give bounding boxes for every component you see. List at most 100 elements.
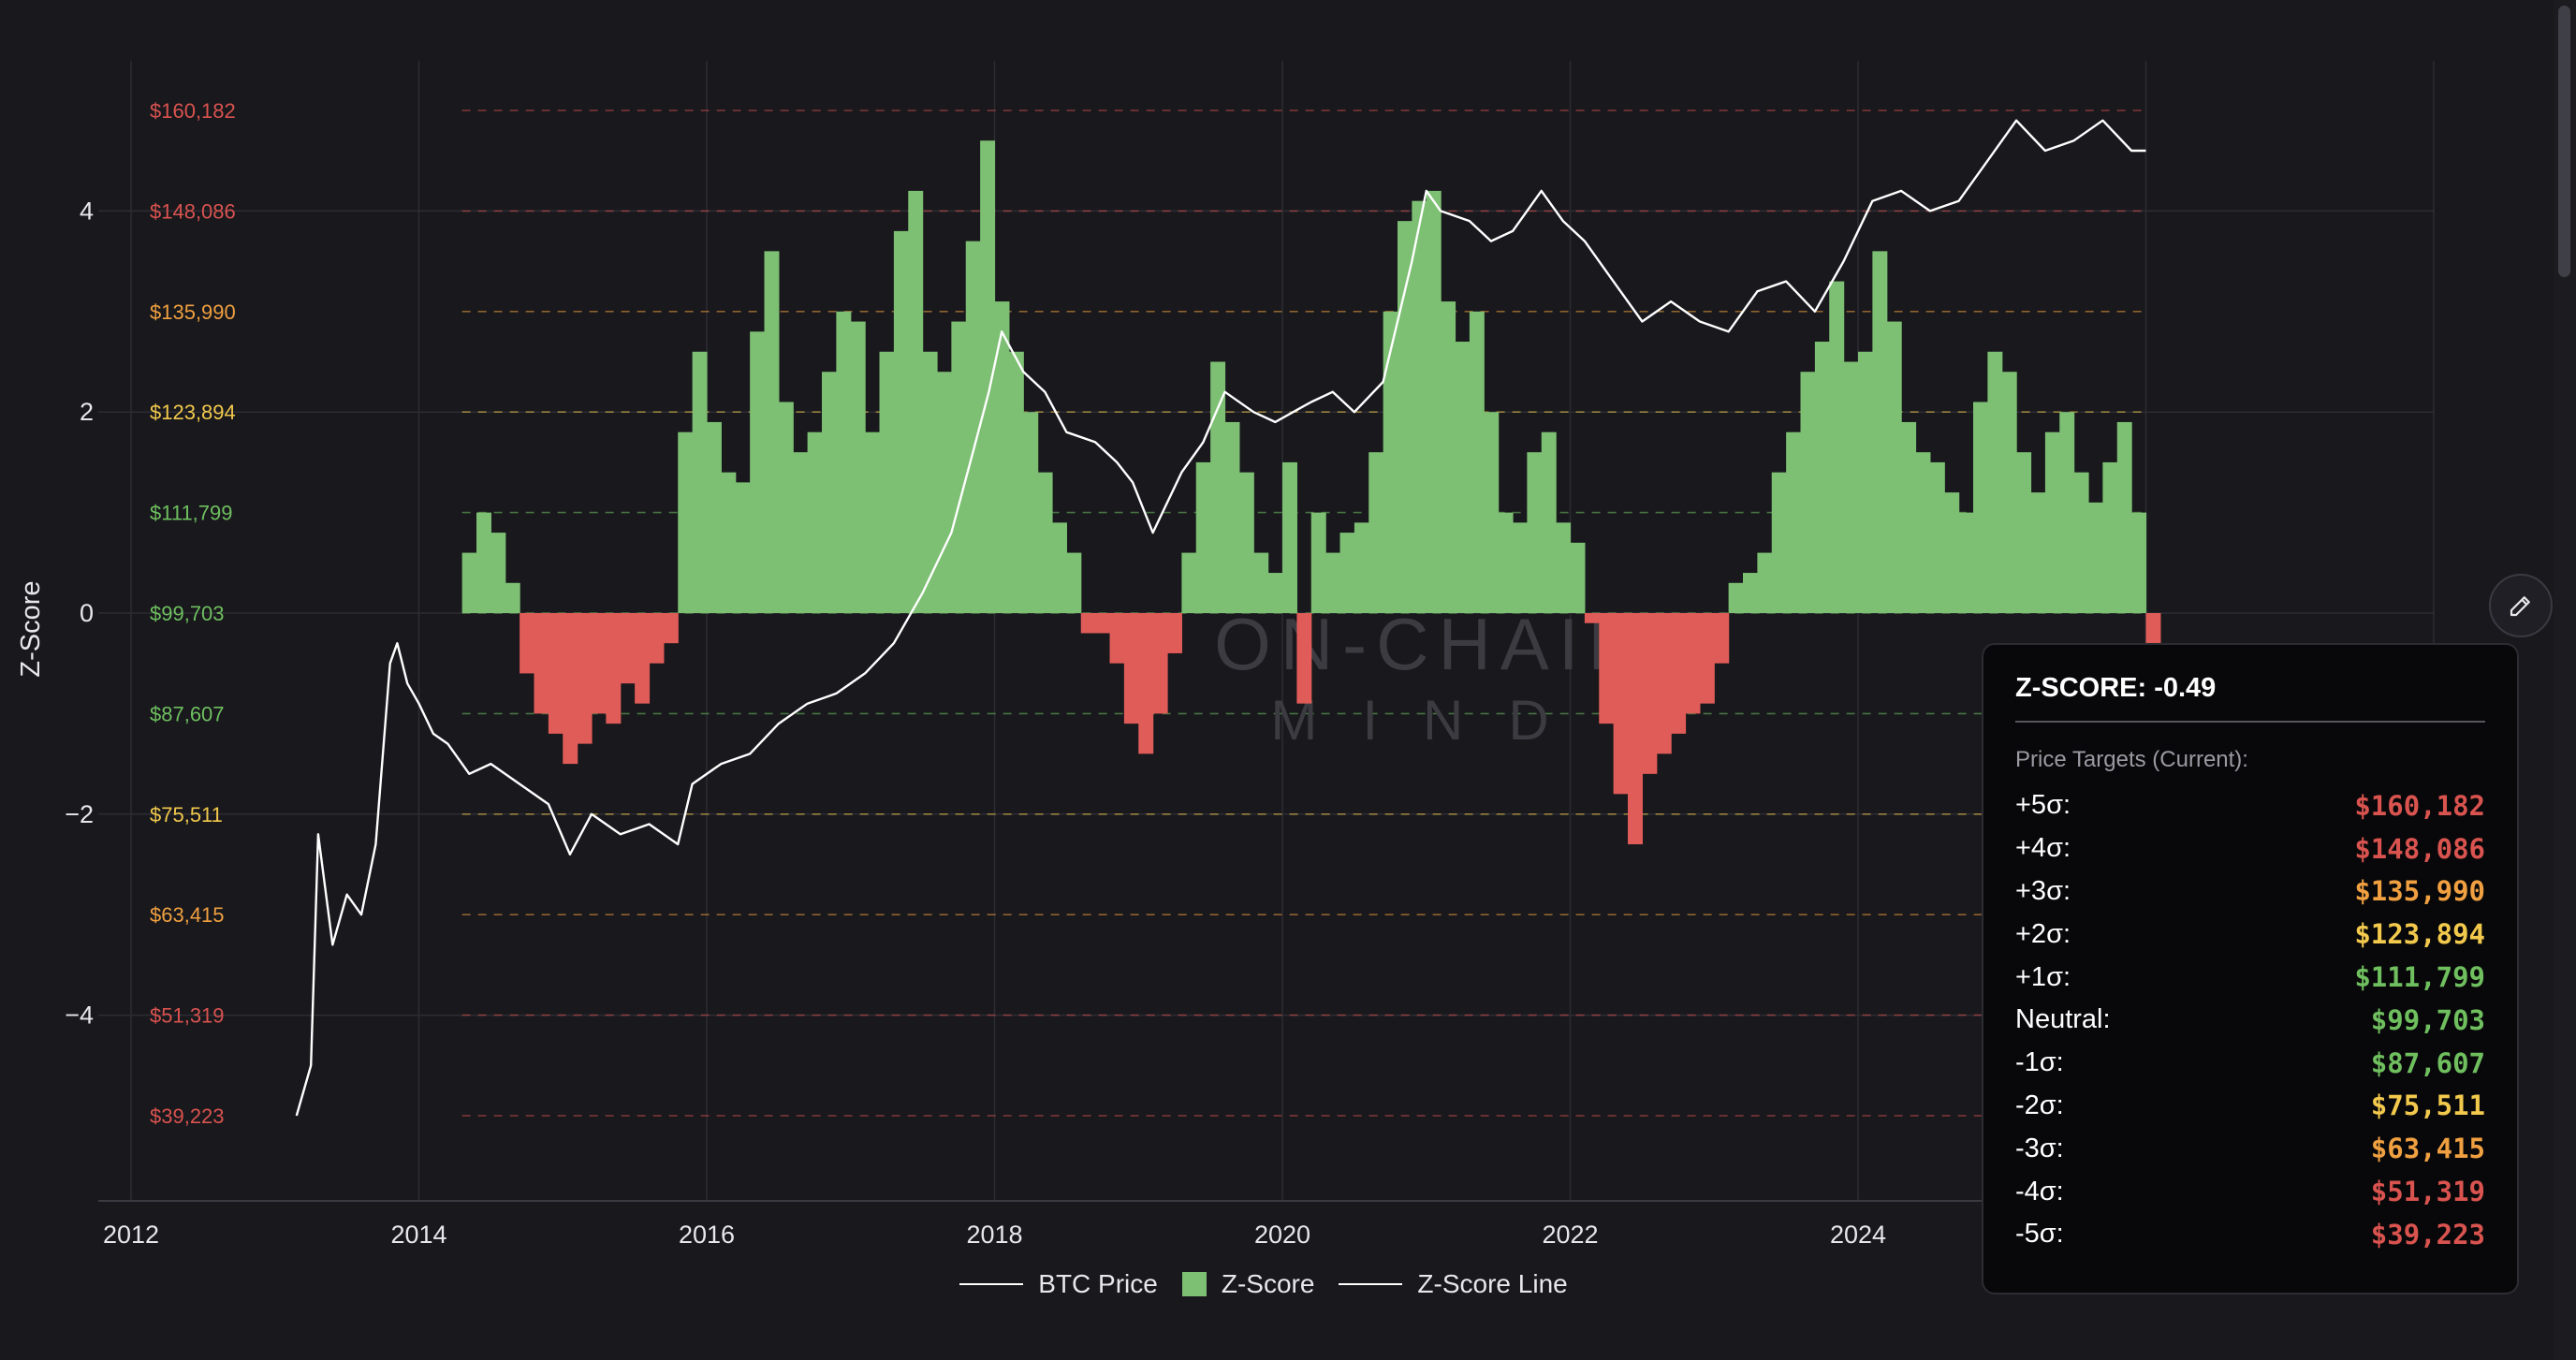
tooltip-row-label: -1σ: — [2015, 1047, 2064, 1078]
zscore-bar — [1267, 573, 1283, 613]
zscore-bar — [1901, 421, 1917, 613]
zscore-bar — [1296, 613, 1312, 704]
tooltip-row-value: $51,319 — [2370, 1176, 2485, 1208]
zscore-bar — [1181, 552, 1197, 613]
zscore-bar — [2102, 461, 2118, 613]
zscore-bar — [1152, 613, 1168, 714]
zscore-bar — [1484, 412, 1500, 613]
tooltip-row-label: +5σ: — [2015, 790, 2071, 821]
zscore-bar — [994, 301, 1010, 613]
zscore-bar — [1037, 472, 1053, 613]
zscore-bar — [764, 251, 780, 613]
y-tick-label: −4 — [65, 1002, 94, 1030]
zscore-bar — [980, 140, 996, 613]
zscore-bar — [793, 452, 809, 613]
zscore-bar — [1167, 613, 1182, 653]
zscore-bar — [2131, 512, 2147, 613]
zscore-bar — [1757, 552, 1773, 613]
zscore-bar — [1642, 613, 1658, 774]
zscore-bar — [850, 321, 866, 613]
tooltip-row-label: -2σ: — [2015, 1089, 2064, 1120]
zscore-bar — [1095, 613, 1111, 634]
zscore-bar — [1656, 613, 1672, 754]
y-axis-title: Z-Score — [16, 580, 46, 677]
zscore-bar — [649, 613, 665, 664]
zscore-bar — [1671, 613, 1687, 734]
zscore-bar — [1973, 402, 1988, 613]
btc-price-path — [295, 119, 2146, 1117]
zscore-bar — [965, 241, 981, 613]
zscore-bar — [951, 321, 967, 613]
zscore-bar — [1052, 522, 1067, 613]
zscore-bar — [1915, 452, 1931, 613]
tooltip-title: Z-SCORE: -0.49 — [2015, 673, 2485, 723]
zscore-bar — [1123, 613, 1139, 724]
zscore-bar — [1469, 311, 1485, 613]
zscore-bar — [678, 431, 694, 613]
sigma-level-label: $99,703 — [150, 602, 225, 625]
tooltip-row: +1σ: $111,799 — [2015, 956, 2485, 999]
x-tick-label: 2020 — [1254, 1221, 1310, 1249]
legend-label: BTC Price — [1038, 1269, 1158, 1298]
zscore-bar — [1987, 351, 2003, 613]
zscore-bar — [1786, 431, 1802, 613]
sigma-level-label: $75,511 — [150, 803, 223, 826]
tooltip-row: +5σ: $160,182 — [2015, 784, 2485, 827]
zscore-bar — [1886, 321, 1902, 613]
tooltip-row-value: $135,990 — [2354, 875, 2485, 908]
zscore-bar — [1513, 522, 1528, 613]
zscore-bar — [2030, 492, 2046, 613]
chart-legend: BTC Price Z-Score Z-Score Line — [0, 1265, 2527, 1303]
sigma-level-label: $148,086 — [150, 199, 236, 223]
zscore-bar — [1339, 533, 1355, 613]
scrollbar-thumb[interactable] — [2558, 6, 2570, 277]
zscore-bar — [1714, 613, 1730, 664]
zscore-bar — [1628, 613, 1643, 845]
pencil-icon — [2510, 596, 2530, 617]
zscore-bar — [2044, 431, 2060, 613]
zscore-bar — [663, 613, 679, 644]
tooltip-row: -3σ: $63,415 — [2015, 1127, 2485, 1170]
tooltip-row: -1σ: $87,607 — [2015, 1042, 2485, 1085]
zscore-bar — [606, 613, 622, 724]
edit-button[interactable] — [2489, 574, 2553, 637]
zscore-bar — [707, 421, 722, 613]
zscore-bar — [1944, 492, 1960, 613]
zscore-bar — [922, 351, 938, 613]
zscore-bar — [1958, 512, 1974, 613]
zscore-bar — [2059, 412, 2075, 613]
x-tick-label: 2014 — [390, 1221, 446, 1249]
zscore-bar — [1383, 311, 1398, 613]
x-tick-label: 2012 — [103, 1221, 159, 1249]
watermark-line1: ON-CHAIN — [1214, 603, 1650, 685]
tooltip-row-label: Neutral: — [2015, 1004, 2111, 1035]
zscore-bar — [1008, 351, 1024, 613]
zscore-bar — [1829, 281, 1845, 613]
tooltip-row-label: +3σ: — [2015, 875, 2071, 906]
zscore-bar — [1743, 573, 1758, 613]
sigma-level-label: $135,990 — [150, 300, 236, 324]
zscore-bar — [1527, 452, 1543, 613]
sigma-level-label: $63,415 — [150, 903, 225, 927]
zscore-bar — [1556, 522, 1572, 613]
legend-item-zscore-line[interactable]: Z-Score Line — [1339, 1269, 1568, 1299]
zscore-bar — [520, 613, 535, 674]
zscore-bar — [1858, 351, 1873, 613]
zscore-bar — [2073, 472, 2089, 613]
tooltip-row-value: $75,511 — [2370, 1089, 2485, 1122]
zscore-bar — [1210, 361, 1226, 613]
x-tick-label: 2022 — [1542, 1221, 1598, 1249]
legend-label: Z-Score — [1221, 1269, 1315, 1298]
legend-item-btc-price[interactable]: BTC Price — [959, 1269, 1158, 1299]
zscore-bar — [1771, 472, 1787, 613]
tooltip-row-value: $160,182 — [2354, 789, 2485, 822]
tooltip-row-label: +4σ: — [2015, 833, 2071, 864]
zscore-bar — [592, 613, 607, 714]
zscore-tooltip: Z-SCORE: -0.49 Price Targets (Current): … — [1982, 643, 2519, 1294]
zscore-bar — [1138, 613, 1154, 754]
tooltip-row: +2σ: $123,894 — [2015, 913, 2485, 956]
legend-item-zscore[interactable]: Z-Score — [1181, 1269, 1315, 1299]
zscore-bar — [1398, 221, 1412, 613]
zscore-bar — [577, 613, 593, 744]
y-tick-label: 0 — [80, 599, 94, 627]
